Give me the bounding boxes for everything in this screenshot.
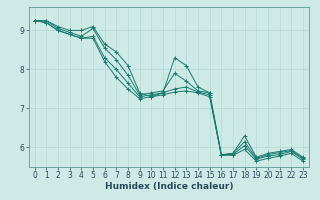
- X-axis label: Humidex (Indice chaleur): Humidex (Indice chaleur): [105, 182, 233, 191]
